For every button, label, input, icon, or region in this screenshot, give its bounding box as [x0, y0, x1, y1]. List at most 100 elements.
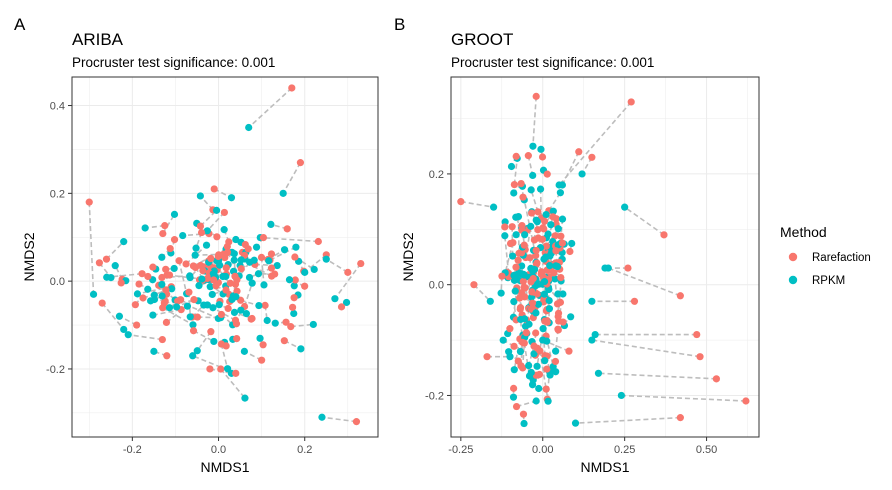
point-rpkm: [520, 419, 528, 428]
point-rarefaction: [536, 347, 544, 355]
point-rpkm: [527, 368, 535, 377]
point-rpkm: [536, 185, 545, 193]
point-rarefaction: [258, 356, 266, 364]
point-rarefaction: [538, 235, 547, 243]
point-rarefaction: [524, 152, 532, 160]
point-rpkm: [545, 285, 553, 294]
procrustes-link: [325, 258, 349, 274]
point-rpkm: [165, 304, 174, 312]
point-rarefaction: [554, 312, 562, 321]
point-rpkm: [553, 262, 562, 271]
point-rarefaction: [540, 217, 549, 225]
point-rpkm: [158, 253, 166, 261]
point-rarefaction: [267, 250, 276, 258]
procrustes-link: [220, 368, 246, 399]
point-rpkm: [527, 222, 535, 230]
point-rpkm: [509, 252, 517, 260]
procrustes-link: [598, 372, 717, 380]
point-rarefaction: [247, 315, 255, 323]
point-rarefaction: [517, 249, 526, 257]
point-rpkm: [252, 243, 261, 251]
x-tick-label: -0.2: [123, 444, 142, 456]
point-rarefaction: [158, 335, 166, 344]
point-rarefaction: [268, 272, 276, 280]
point-rpkm: [267, 220, 275, 228]
point-rarefaction: [630, 297, 639, 305]
procrustes-link: [269, 246, 297, 261]
point-rarefaction: [510, 384, 518, 392]
point-rarefaction: [219, 250, 228, 258]
data-points: [85, 84, 365, 426]
point-rarefaction: [520, 339, 528, 347]
legend-key-rpkm: [788, 275, 798, 285]
point-rpkm: [290, 282, 298, 290]
point-rarefaction: [203, 274, 212, 283]
x-axis-title: NMDS1: [580, 459, 629, 475]
point-rpkm: [532, 397, 540, 405]
point-rarefaction: [283, 225, 291, 233]
point-rpkm: [189, 321, 197, 329]
point-rpkm: [254, 270, 263, 278]
point-rpkm: [529, 171, 537, 180]
x-tick-label: 0.25: [614, 444, 635, 456]
point-rpkm: [144, 285, 152, 293]
point-rpkm: [285, 276, 294, 284]
point-rarefaction: [189, 262, 198, 270]
point-rarefaction: [557, 232, 565, 240]
point-rarefaction: [210, 185, 218, 193]
point-rarefaction: [217, 340, 225, 348]
legend-key-rarefaction: [788, 252, 798, 262]
point-rarefaction: [551, 357, 560, 366]
point-rpkm: [318, 413, 326, 421]
point-rpkm: [556, 189, 564, 197]
point-rpkm: [192, 244, 200, 252]
point-rpkm: [220, 226, 228, 234]
point-rarefaction: [288, 84, 296, 92]
procrustes-link: [334, 263, 362, 300]
point-rpkm: [568, 239, 576, 248]
point-rarefaction: [514, 357, 522, 365]
point-rpkm: [540, 278, 549, 286]
point-rarefaction: [532, 329, 540, 337]
point-rpkm: [255, 301, 263, 310]
point-rarefaction: [102, 255, 111, 263]
point-rarefaction: [506, 239, 515, 248]
procrustes-link: [547, 279, 550, 323]
point-rpkm: [594, 369, 603, 377]
point-rarefaction: [624, 264, 632, 272]
point-rarefaction: [575, 148, 583, 156]
point-rpkm: [209, 304, 217, 312]
point-rarefaction: [161, 222, 169, 230]
procrustes-link: [128, 333, 163, 341]
procrustes-link: [101, 302, 125, 330]
point-rarefaction: [535, 370, 544, 379]
point-rarefaction: [528, 299, 537, 307]
point-rarefaction: [135, 280, 143, 288]
point-rpkm: [245, 273, 254, 282]
point-rpkm: [170, 264, 178, 273]
point-rpkm: [237, 256, 245, 264]
point-rarefaction: [519, 410, 528, 418]
procrustes-link: [607, 267, 681, 297]
point-rpkm: [227, 194, 236, 202]
point-rarefaction: [566, 247, 574, 256]
point-rpkm: [510, 189, 518, 197]
point-rpkm: [510, 298, 518, 306]
point-rpkm: [301, 268, 309, 276]
procrustes-link: [539, 350, 549, 402]
point-rarefaction: [287, 323, 295, 331]
point-rpkm: [242, 310, 250, 318]
point-rarefaction: [170, 236, 179, 244]
procrustes-link: [138, 283, 163, 297]
point-rarefaction: [551, 232, 559, 240]
procrustes-link: [532, 96, 537, 147]
point-rpkm: [186, 273, 194, 282]
point-rarefaction: [291, 253, 299, 261]
legend-label-rarefaction: Rarefaction: [812, 252, 871, 264]
point-rpkm: [237, 306, 245, 314]
gridlines: [451, 77, 759, 437]
point-rarefaction: [676, 414, 684, 422]
point-rarefaction: [206, 365, 214, 373]
point-rarefaction: [85, 198, 93, 206]
point-rarefaction: [542, 242, 550, 250]
